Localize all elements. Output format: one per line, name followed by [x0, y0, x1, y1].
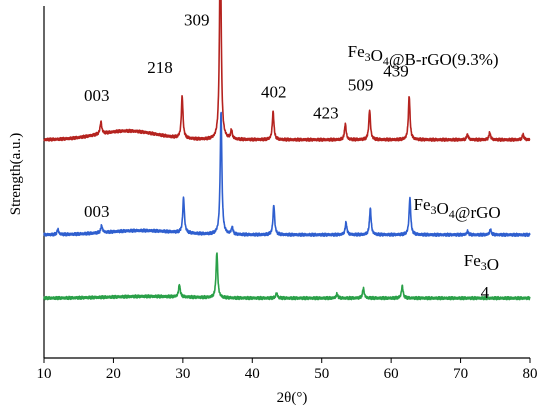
- series-line-1: [43, 0, 531, 142]
- peak-label: 003: [84, 86, 110, 105]
- x-tick-label: 70: [453, 366, 468, 382]
- x-tick-label: 40: [245, 366, 260, 382]
- x-tick-label: 60: [384, 366, 399, 382]
- plot-frame: [43, 6, 530, 359]
- x-tick-label: 10: [37, 366, 52, 382]
- series-labels: Fe3O4@B-rGO(9.3%) Fe3O4@rGO Fe3O 4: [348, 42, 501, 302]
- peak-label: 218: [147, 58, 173, 77]
- y-axis-title: Strength(a.u.): [8, 133, 24, 215]
- x-axis-title: 2θ(°): [277, 390, 308, 406]
- peak-label: 402: [261, 83, 287, 102]
- peak-annotations: 003 218 309 402 423 509 439 003: [84, 10, 409, 221]
- series-lines: [43, 0, 531, 301]
- series-line-2: [43, 111, 531, 238]
- x-tick-label: 50: [314, 366, 329, 382]
- peak-label: 309: [184, 10, 210, 29]
- peak-label: 423: [313, 104, 339, 123]
- x-tick-label: 30: [175, 366, 190, 382]
- peak-label: 003: [84, 202, 110, 221]
- x-axis-ticks: 10 20 30 40 50 60 70 80: [37, 358, 538, 382]
- series-label: Fe3O4@rGO: [414, 195, 501, 222]
- x-tick-label: 20: [106, 366, 121, 382]
- peak-label: 439: [383, 61, 409, 80]
- series-label: 4: [481, 283, 490, 302]
- series-label: Fe3O4@B-rGO(9.3%): [348, 42, 499, 69]
- x-tick-label: 80: [523, 366, 538, 382]
- series-label: Fe3O: [464, 251, 499, 274]
- series-line-3: [43, 252, 531, 301]
- peak-label: 509: [348, 75, 374, 94]
